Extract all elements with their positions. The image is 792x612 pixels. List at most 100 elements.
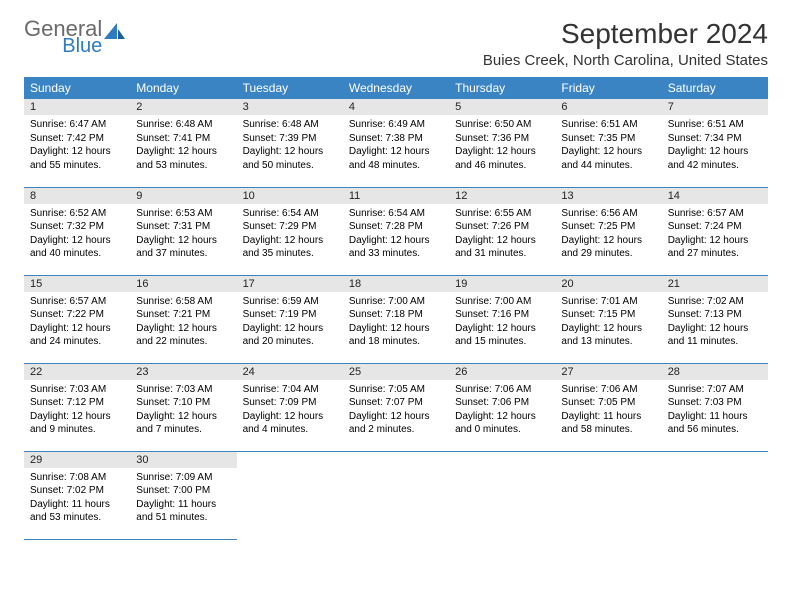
day-details: Sunrise: 6:48 AMSunset: 7:41 PMDaylight:… — [130, 115, 236, 176]
day-number: 4 — [343, 99, 449, 115]
weekday-header: Sunday — [24, 77, 130, 99]
day-details: Sunrise: 7:03 AMSunset: 7:12 PMDaylight:… — [24, 380, 130, 441]
day-details: Sunrise: 7:00 AMSunset: 7:18 PMDaylight:… — [343, 292, 449, 353]
weekday-header: Wednesday — [343, 77, 449, 99]
brand-logo: General Blue — [24, 18, 126, 56]
calendar-cell: 2Sunrise: 6:48 AMSunset: 7:41 PMDaylight… — [130, 99, 236, 187]
page-header: General Blue September 2024 Buies Creek,… — [24, 18, 768, 69]
day-number: 23 — [130, 364, 236, 380]
day-details: Sunrise: 7:03 AMSunset: 7:10 PMDaylight:… — [130, 380, 236, 441]
day-number: 7 — [662, 99, 768, 115]
day-number: 9 — [130, 188, 236, 204]
day-number: 17 — [237, 276, 343, 292]
calendar-cell: 20Sunrise: 7:01 AMSunset: 7:15 PMDayligh… — [555, 275, 661, 363]
brand-text: General Blue — [24, 18, 102, 56]
calendar-cell: 3Sunrise: 6:48 AMSunset: 7:39 PMDaylight… — [237, 99, 343, 187]
calendar-thead: SundayMondayTuesdayWednesdayThursdayFrid… — [24, 77, 768, 99]
day-details: Sunrise: 6:53 AMSunset: 7:31 PMDaylight:… — [130, 204, 236, 265]
calendar-cell: 14Sunrise: 6:57 AMSunset: 7:24 PMDayligh… — [662, 187, 768, 275]
day-number: 11 — [343, 188, 449, 204]
day-number: 20 — [555, 276, 661, 292]
calendar-row: 8Sunrise: 6:52 AMSunset: 7:32 PMDaylight… — [24, 187, 768, 275]
day-number: 12 — [449, 188, 555, 204]
calendar-cell: 1Sunrise: 6:47 AMSunset: 7:42 PMDaylight… — [24, 99, 130, 187]
day-number: 28 — [662, 364, 768, 380]
day-number: 8 — [24, 188, 130, 204]
calendar-table: SundayMondayTuesdayWednesdayThursdayFrid… — [24, 77, 768, 540]
calendar-cell: 9Sunrise: 6:53 AMSunset: 7:31 PMDaylight… — [130, 187, 236, 275]
calendar-row: 1Sunrise: 6:47 AMSunset: 7:42 PMDaylight… — [24, 99, 768, 187]
calendar-cell: 11Sunrise: 6:54 AMSunset: 7:28 PMDayligh… — [343, 187, 449, 275]
title-block: September 2024 Buies Creek, North Caroli… — [483, 18, 768, 69]
day-number: 14 — [662, 188, 768, 204]
calendar-cell: 21Sunrise: 7:02 AMSunset: 7:13 PMDayligh… — [662, 275, 768, 363]
day-number: 2 — [130, 99, 236, 115]
calendar-row: 29Sunrise: 7:08 AMSunset: 7:02 PMDayligh… — [24, 451, 768, 539]
day-number: 16 — [130, 276, 236, 292]
weekday-header: Thursday — [449, 77, 555, 99]
day-details: Sunrise: 6:47 AMSunset: 7:42 PMDaylight:… — [24, 115, 130, 176]
day-number: 13 — [555, 188, 661, 204]
calendar-cell — [343, 451, 449, 539]
calendar-cell: 13Sunrise: 6:56 AMSunset: 7:25 PMDayligh… — [555, 187, 661, 275]
day-number: 29 — [24, 452, 130, 468]
calendar-cell: 23Sunrise: 7:03 AMSunset: 7:10 PMDayligh… — [130, 363, 236, 451]
day-details: Sunrise: 6:50 AMSunset: 7:36 PMDaylight:… — [449, 115, 555, 176]
weekday-header: Saturday — [662, 77, 768, 99]
day-details: Sunrise: 7:08 AMSunset: 7:02 PMDaylight:… — [24, 468, 130, 529]
day-details: Sunrise: 7:06 AMSunset: 7:06 PMDaylight:… — [449, 380, 555, 441]
calendar-row: 15Sunrise: 6:57 AMSunset: 7:22 PMDayligh… — [24, 275, 768, 363]
day-details: Sunrise: 7:02 AMSunset: 7:13 PMDaylight:… — [662, 292, 768, 353]
location-text: Buies Creek, North Carolina, United Stat… — [483, 52, 768, 69]
day-number: 10 — [237, 188, 343, 204]
day-details: Sunrise: 6:56 AMSunset: 7:25 PMDaylight:… — [555, 204, 661, 265]
day-details: Sunrise: 6:57 AMSunset: 7:22 PMDaylight:… — [24, 292, 130, 353]
day-details: Sunrise: 6:51 AMSunset: 7:35 PMDaylight:… — [555, 115, 661, 176]
calendar-cell — [555, 451, 661, 539]
day-details: Sunrise: 6:52 AMSunset: 7:32 PMDaylight:… — [24, 204, 130, 265]
calendar-cell: 24Sunrise: 7:04 AMSunset: 7:09 PMDayligh… — [237, 363, 343, 451]
calendar-cell: 29Sunrise: 7:08 AMSunset: 7:02 PMDayligh… — [24, 451, 130, 539]
day-number: 6 — [555, 99, 661, 115]
calendar-row: 22Sunrise: 7:03 AMSunset: 7:12 PMDayligh… — [24, 363, 768, 451]
day-number: 30 — [130, 452, 236, 468]
calendar-cell: 15Sunrise: 6:57 AMSunset: 7:22 PMDayligh… — [24, 275, 130, 363]
day-number: 5 — [449, 99, 555, 115]
calendar-cell: 6Sunrise: 6:51 AMSunset: 7:35 PMDaylight… — [555, 99, 661, 187]
day-details: Sunrise: 7:05 AMSunset: 7:07 PMDaylight:… — [343, 380, 449, 441]
brand-part2: Blue — [62, 36, 102, 56]
calendar-cell: 30Sunrise: 7:09 AMSunset: 7:00 PMDayligh… — [130, 451, 236, 539]
weekday-header: Monday — [130, 77, 236, 99]
day-number: 15 — [24, 276, 130, 292]
calendar-cell: 26Sunrise: 7:06 AMSunset: 7:06 PMDayligh… — [449, 363, 555, 451]
day-number: 3 — [237, 99, 343, 115]
day-number: 1 — [24, 99, 130, 115]
day-number: 19 — [449, 276, 555, 292]
calendar-cell: 12Sunrise: 6:55 AMSunset: 7:26 PMDayligh… — [449, 187, 555, 275]
day-details: Sunrise: 6:48 AMSunset: 7:39 PMDaylight:… — [237, 115, 343, 176]
day-details: Sunrise: 6:59 AMSunset: 7:19 PMDaylight:… — [237, 292, 343, 353]
day-details: Sunrise: 7:04 AMSunset: 7:09 PMDaylight:… — [237, 380, 343, 441]
day-number: 26 — [449, 364, 555, 380]
day-number: 21 — [662, 276, 768, 292]
calendar-cell: 5Sunrise: 6:50 AMSunset: 7:36 PMDaylight… — [449, 99, 555, 187]
day-details: Sunrise: 6:51 AMSunset: 7:34 PMDaylight:… — [662, 115, 768, 176]
calendar-cell: 25Sunrise: 7:05 AMSunset: 7:07 PMDayligh… — [343, 363, 449, 451]
calendar-cell: 7Sunrise: 6:51 AMSunset: 7:34 PMDaylight… — [662, 99, 768, 187]
day-details: Sunrise: 6:49 AMSunset: 7:38 PMDaylight:… — [343, 115, 449, 176]
weekday-header-row: SundayMondayTuesdayWednesdayThursdayFrid… — [24, 77, 768, 99]
brand-sail-icon — [104, 21, 126, 45]
day-details: Sunrise: 7:01 AMSunset: 7:15 PMDaylight:… — [555, 292, 661, 353]
weekday-header: Tuesday — [237, 77, 343, 99]
calendar-cell: 17Sunrise: 6:59 AMSunset: 7:19 PMDayligh… — [237, 275, 343, 363]
calendar-cell — [662, 451, 768, 539]
day-number: 27 — [555, 364, 661, 380]
calendar-cell: 10Sunrise: 6:54 AMSunset: 7:29 PMDayligh… — [237, 187, 343, 275]
calendar-body: 1Sunrise: 6:47 AMSunset: 7:42 PMDaylight… — [24, 99, 768, 539]
calendar-cell: 16Sunrise: 6:58 AMSunset: 7:21 PMDayligh… — [130, 275, 236, 363]
calendar-cell: 22Sunrise: 7:03 AMSunset: 7:12 PMDayligh… — [24, 363, 130, 451]
day-details: Sunrise: 7:09 AMSunset: 7:00 PMDaylight:… — [130, 468, 236, 529]
calendar-cell: 19Sunrise: 7:00 AMSunset: 7:16 PMDayligh… — [449, 275, 555, 363]
day-details: Sunrise: 7:00 AMSunset: 7:16 PMDaylight:… — [449, 292, 555, 353]
day-details: Sunrise: 6:57 AMSunset: 7:24 PMDaylight:… — [662, 204, 768, 265]
